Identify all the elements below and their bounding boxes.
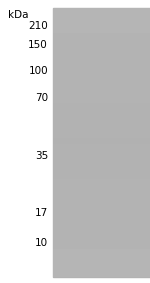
Bar	[53, 41, 83, 49]
Bar	[55, 69, 82, 74]
Bar	[53, 8, 150, 277]
Bar	[55, 211, 82, 215]
Ellipse shape	[95, 152, 121, 160]
Text: 17: 17	[35, 208, 48, 218]
Text: 150: 150	[28, 40, 48, 50]
Bar	[53, 209, 83, 217]
Ellipse shape	[87, 148, 138, 164]
Text: 100: 100	[28, 66, 48, 76]
Bar	[55, 24, 82, 28]
Bar	[53, 93, 83, 102]
Bar	[53, 152, 83, 160]
Bar	[53, 239, 83, 247]
Bar	[55, 96, 82, 99]
Bar	[53, 22, 83, 30]
Text: 10: 10	[35, 238, 48, 248]
Text: 35: 35	[35, 151, 48, 161]
Bar	[55, 155, 82, 158]
Text: 70: 70	[35, 93, 48, 103]
Bar	[53, 67, 83, 76]
Ellipse shape	[82, 146, 142, 166]
Text: 210: 210	[28, 21, 48, 31]
Bar	[55, 242, 82, 245]
Text: kDa: kDa	[8, 10, 28, 20]
Bar	[55, 44, 82, 47]
